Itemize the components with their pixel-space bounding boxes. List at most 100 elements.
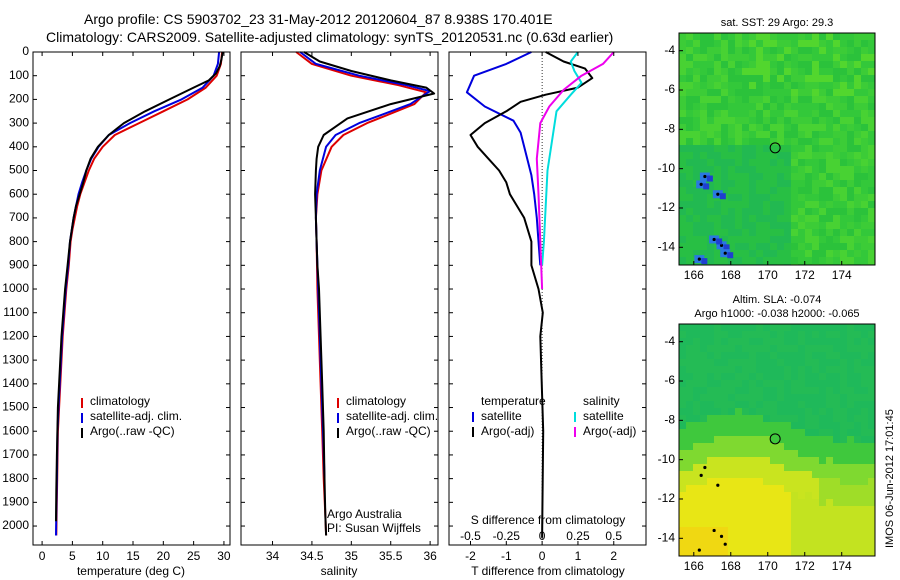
sst-map-cell [693,75,701,83]
sla-map-cell [700,359,708,367]
sst-map-cell [847,103,855,111]
sla-map-cell [763,513,771,521]
sla-map-cell [770,366,778,374]
sst-map-cell [742,138,750,146]
sla-map-cell [735,415,743,423]
sla-argo-position-marker [769,433,781,445]
sst-map-cell [826,222,834,230]
sst-map-cell [735,89,743,97]
sla-map-cell [840,548,848,556]
sst-map-cell [742,222,750,230]
sst-map-cell [735,75,743,83]
sla-map-cell [686,506,694,514]
sst-map-cell [763,159,771,167]
sla-map-cell [707,513,715,521]
salinity-x-tick-label: 36 [423,549,437,563]
sst-map-cell [791,229,799,237]
sst-map-cell [798,250,806,258]
sla-map-cell [854,485,862,493]
sst-map-cell [840,103,848,111]
sst-map-cell [756,96,764,104]
sla-map-cell [693,464,701,472]
sla-map-cell [819,345,827,353]
sla-map-cell [840,520,848,528]
sst-map-cell [763,215,771,223]
sla-map-cell [833,506,841,514]
sst-map-cell [847,117,855,125]
sla-map-cell [728,408,736,416]
sst-map-cell [700,194,708,202]
sst-map-cell [798,257,806,265]
sst-cold-patch [701,258,708,265]
sla-map-cell [819,394,827,402]
sla-map-cell [777,450,785,458]
sla-map-cell [840,394,848,402]
sst-map-cell [756,166,764,174]
sla-map-cell [735,324,743,332]
sst-map-cell [770,236,778,244]
sla-map-cell [679,324,687,332]
sst-map-cell [854,96,862,104]
sla-map-cell [868,394,875,402]
sst-map-cell [700,82,708,90]
sla-map-cell [784,520,792,528]
sla-map-cell [693,387,701,395]
sst-map-cell [721,208,729,216]
sla-map-cell [714,401,722,409]
sst-map-cell [805,229,813,237]
sst-map-cell [805,131,813,139]
sla-map-cell [784,401,792,409]
sst-map-cell [819,229,827,237]
sst-map-cell [861,61,869,69]
sst-map-cell [763,166,771,174]
sla-map-cell [819,415,827,423]
sla-map-cell [805,506,813,514]
sla-map-cell [791,394,799,402]
sst-map-cell [756,54,764,62]
sst-map-cell [756,159,764,167]
sla-map-cell [707,527,715,535]
depth-tick-label: 1000 [2,281,29,295]
sla-map-cell [784,331,792,339]
sst-map-cell [826,96,834,104]
sla-map-cell [763,541,771,549]
sst-map-cell [714,138,722,146]
sst-map-cell [812,40,820,48]
sla-map-cell [679,387,687,395]
sla-map-cell [819,443,827,451]
sst-map-cell [707,222,715,230]
sst-map-cell [686,47,694,55]
sla-map-cell [826,359,834,367]
sst-map-cell [847,40,855,48]
sla-map-cell [707,366,715,374]
sst-map-cell [707,117,715,125]
sst-map-cell [686,187,694,195]
sla-map-cell [721,422,729,430]
sla-map-cell [721,380,729,388]
sst-map-cell [854,257,862,265]
sla-map-cell [742,457,750,465]
sst-map-cell [840,187,848,195]
sla-map-cell [840,478,848,486]
sst-map-cell [742,215,750,223]
sst-map-cell [854,208,862,216]
sst-map-cell [679,194,687,202]
sla-map-cell [833,373,841,381]
sst-map-cell [686,117,694,125]
sla-map-cell [707,331,715,339]
sla-map-cell [728,429,736,437]
sst-map-cell [798,96,806,104]
sla-map-cell [826,422,834,430]
sla-map-cell [763,387,771,395]
sla-map-cell [679,352,687,360]
sst-map-cell [861,82,869,90]
sla-map-cell [847,408,855,416]
sst-map-cell [714,117,722,125]
sla-map-cell [826,331,834,339]
sst-map-cell [854,236,862,244]
sla-map-cell [847,513,855,521]
sla-map-y-tick-label: -8 [664,413,675,427]
sla-map-cell [700,471,708,479]
sla-map-cell [868,352,875,360]
sla-map-cell [819,366,827,374]
